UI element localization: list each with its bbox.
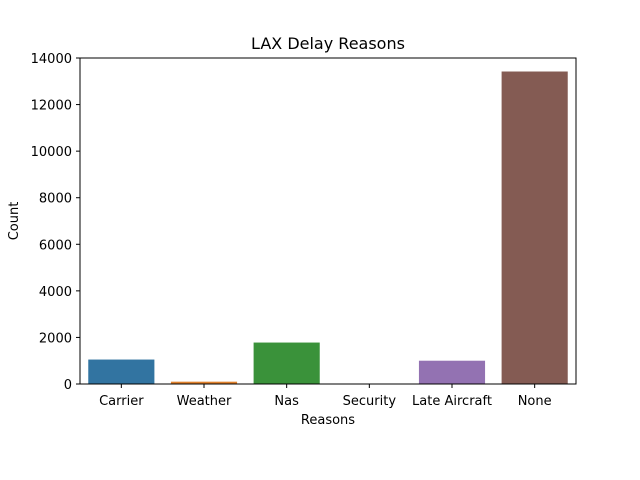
- x-tick-label: None: [518, 394, 552, 409]
- y-axis-label: Count: [7, 202, 22, 241]
- bar-late-aircraft: [418, 360, 486, 384]
- x-axis-ticks: Carrier Weather Nas Security Late Aircraft No…: [99, 384, 552, 409]
- y-tick-label: 4000: [39, 285, 72, 300]
- y-tick-label: 2000: [39, 331, 72, 346]
- bars-group: [88, 71, 568, 385]
- x-tick-label: Weather: [177, 394, 232, 409]
- y-tick-label: 10000: [31, 145, 72, 160]
- x-tick-label: Nas: [274, 394, 299, 409]
- y-tick-label: 6000: [39, 238, 72, 253]
- y-tick-label: 0: [64, 378, 72, 393]
- plot-frame: [79, 57, 577, 385]
- x-tick-label: Security: [343, 394, 397, 409]
- x-axis-label: Reasons: [301, 413, 355, 428]
- y-tick-label: 14000: [31, 52, 72, 67]
- y-axis-ticks: 0 2000 4000 6000 8000 10000 12000 14000: [31, 52, 80, 393]
- bar-weather: [170, 381, 238, 384]
- y-tick-label: 8000: [39, 192, 72, 207]
- x-tick-label: Carrier: [99, 394, 144, 409]
- bar-carrier: [88, 359, 155, 384]
- chart-title: LAX Delay Reasons: [251, 34, 405, 53]
- y-tick-label: 12000: [31, 99, 72, 114]
- bar-nas: [253, 342, 320, 384]
- bar-none: [501, 71, 568, 385]
- x-tick-label: Late Aircraft: [412, 394, 492, 409]
